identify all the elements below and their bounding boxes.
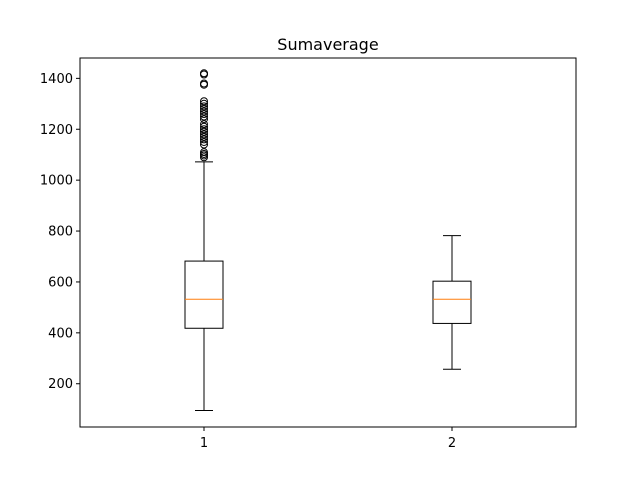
outlier-point <box>200 127 208 136</box>
y-axis: 200 400 600 800 1000 1200 1400 <box>40 72 80 392</box>
outlier-point <box>200 97 208 106</box>
y-tick-label: 600 <box>48 275 73 290</box>
box-group-2 <box>432 235 472 370</box>
outlier-point <box>200 107 208 116</box>
x-tick-label: 1 <box>200 436 208 451</box>
plot-area <box>79 57 577 428</box>
outlier-point <box>200 135 208 144</box>
y-tick-label: 1400 <box>40 72 73 87</box>
outlier-point <box>200 104 208 113</box>
outlier-point <box>200 120 208 129</box>
outlier-point <box>200 115 208 124</box>
chart-title: Sumaverage <box>277 35 378 54</box>
x-tick-label: 2 <box>448 436 456 451</box>
y-tick-label: 400 <box>48 326 73 341</box>
y-tick-label: 1000 <box>40 174 73 189</box>
outlier-point <box>200 69 208 78</box>
outlier-point <box>200 122 208 131</box>
outlier-point <box>200 112 208 121</box>
box-group-1 <box>184 69 224 411</box>
outlier-point <box>200 109 208 118</box>
outlier-point <box>200 148 208 157</box>
outlier-point <box>200 102 208 111</box>
outlier-point <box>200 140 208 149</box>
outlier-point <box>200 132 208 141</box>
outlier-point <box>200 137 208 146</box>
outlier-point <box>200 99 208 108</box>
y-tick-label: 800 <box>48 225 73 240</box>
outlier-point <box>200 125 208 134</box>
y-tick-label: 1200 <box>40 123 73 138</box>
outlier-point <box>200 79 208 88</box>
y-tick-label: 200 <box>48 377 73 392</box>
iqr-box <box>432 280 472 324</box>
iqr-box <box>184 260 224 329</box>
outlier-point <box>200 130 208 139</box>
boxes-layer <box>184 69 472 411</box>
